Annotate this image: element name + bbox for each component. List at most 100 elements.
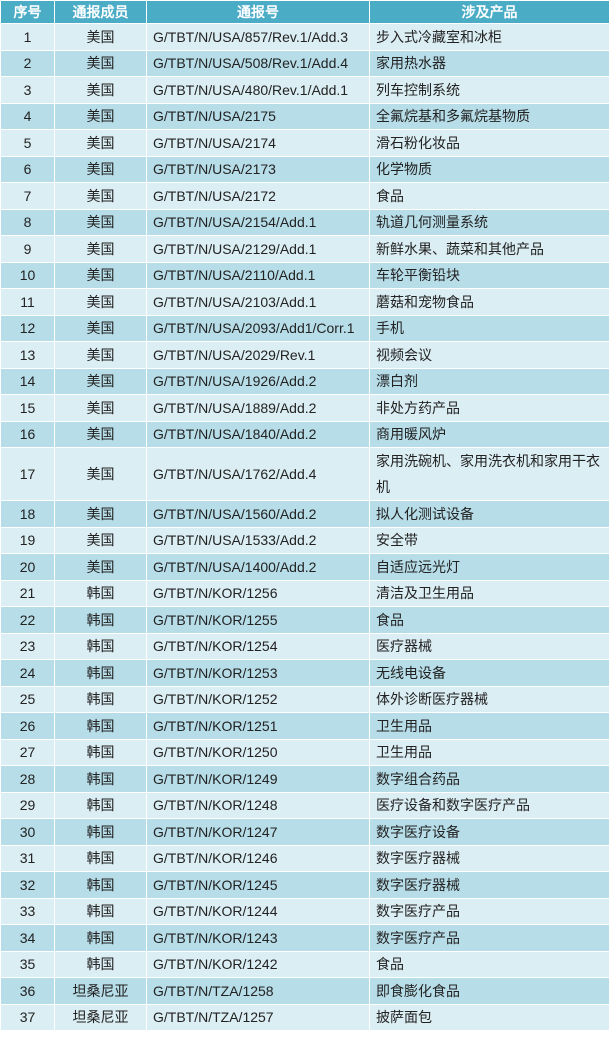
- cell-index: 25: [0, 685, 55, 713]
- cell-member: 美国: [54, 447, 147, 501]
- table-row: 30 韩国 G/TBT/N/KOR/1247 数字医疗设备: [0, 818, 610, 846]
- cell-product: 即食膨化食品: [369, 977, 610, 1005]
- cell-member: 美国: [54, 314, 147, 342]
- cell-member: 美国: [54, 420, 147, 448]
- table-row: 7 美国 G/TBT/N/USA/2172 食品: [0, 182, 610, 210]
- cell-member: 美国: [54, 500, 147, 528]
- cell-product: 数字医疗器械: [369, 871, 610, 899]
- cell-member: 韩国: [54, 871, 147, 899]
- cell-notification-no: G/TBT/N/KOR/1250: [146, 738, 370, 766]
- cell-index: 3: [0, 76, 55, 104]
- table-row: 8 美国 G/TBT/N/USA/2154/Add.1 轨道几何测量系统: [0, 208, 610, 236]
- cell-index: 30: [0, 818, 55, 846]
- notification-table: 序号 通报成员 通报号 涉及产品 1 美国 G/TBT/N/USA/857/Rev.…: [0, 0, 610, 1031]
- table-row: 10 美国 G/TBT/N/USA/2110/Add.1 车轮平衡铅块: [0, 261, 610, 289]
- cell-member: 美国: [54, 102, 147, 130]
- cell-notification-no: G/TBT/N/USA/2029/Rev.1: [146, 341, 370, 369]
- table-row: 36 坦桑尼亚 G/TBT/N/TZA/1258 即食膨化食品: [0, 977, 610, 1005]
- cell-member: 韩国: [54, 632, 147, 660]
- table-row: 15 美国 G/TBT/N/USA/1889/Add.2 非处方药产品: [0, 394, 610, 422]
- cell-index: 2: [0, 49, 55, 77]
- cell-notification-no: G/TBT/N/USA/1889/Add.2: [146, 394, 370, 422]
- cell-product: 医疗设备和数字医疗产品: [369, 791, 610, 819]
- cell-index: 29: [0, 791, 55, 819]
- cell-member: 美国: [54, 553, 147, 581]
- cell-member: 坦桑尼亚: [54, 977, 147, 1005]
- cell-notification-no: G/TBT/N/USA/2173: [146, 155, 370, 183]
- cell-index: 18: [0, 500, 55, 528]
- cell-index: 31: [0, 844, 55, 872]
- cell-member: 美国: [54, 49, 147, 77]
- table-row: 4 美国 G/TBT/N/USA/2175 全氟烷基和多氟烷基物质: [0, 102, 610, 130]
- cell-notification-no: G/TBT/N/KOR/1256: [146, 579, 370, 607]
- table-row: 26 韩国 G/TBT/N/KOR/1251 卫生用品: [0, 712, 610, 740]
- cell-member: 韩国: [54, 950, 147, 978]
- table-row: 11 美国 G/TBT/N/USA/2103/Add.1 蘑菇和宠物食品: [0, 288, 610, 316]
- cell-index: 16: [0, 420, 55, 448]
- table-row: 2 美国 G/TBT/N/USA/508/Rev.1/Add.4 家用热水器: [0, 49, 610, 77]
- cell-index: 1: [0, 23, 55, 51]
- table-row: 32 韩国 G/TBT/N/KOR/1245 数字医疗器械: [0, 871, 610, 899]
- cell-index: 13: [0, 341, 55, 369]
- cell-product: 漂白剂: [369, 367, 610, 395]
- cell-product: 步入式冷藏室和冰柜: [369, 23, 610, 51]
- cell-index: 15: [0, 394, 55, 422]
- cell-notification-no: G/TBT/N/KOR/1246: [146, 844, 370, 872]
- cell-notification-no: G/TBT/N/USA/1400/Add.2: [146, 553, 370, 581]
- cell-notification-no: G/TBT/N/KOR/1252: [146, 685, 370, 713]
- cell-index: 6: [0, 155, 55, 183]
- cell-index: 20: [0, 553, 55, 581]
- cell-product: 拟人化测试设备: [369, 500, 610, 528]
- cell-product: 无线电设备: [369, 659, 610, 687]
- header-notification-no: 通报号: [146, 0, 370, 24]
- cell-index: 5: [0, 129, 55, 157]
- cell-notification-no: G/TBT/N/KOR/1251: [146, 712, 370, 740]
- cell-member: 美国: [54, 23, 147, 51]
- table-row: 5 美国 G/TBT/N/USA/2174 滑石粉化妆品: [0, 129, 610, 157]
- cell-index: 22: [0, 606, 55, 634]
- cell-notification-no: G/TBT/N/USA/2129/Add.1: [146, 235, 370, 263]
- table-row: 3 美国 G/TBT/N/USA/480/Rev.1/Add.1 列车控制系统: [0, 76, 610, 104]
- table-row: 25 韩国 G/TBT/N/KOR/1252 体外诊断医疗器械: [0, 685, 610, 713]
- cell-notification-no: G/TBT/N/USA/2174: [146, 129, 370, 157]
- cell-notification-no: G/TBT/N/USA/2175: [146, 102, 370, 130]
- cell-index: 36: [0, 977, 55, 1005]
- cell-index: 11: [0, 288, 55, 316]
- cell-member: 美国: [54, 129, 147, 157]
- cell-notification-no: G/TBT/N/KOR/1242: [146, 950, 370, 978]
- cell-notification-no: G/TBT/N/KOR/1247: [146, 818, 370, 846]
- cell-notification-no: G/TBT/N/USA/2093/Add1/Corr.1: [146, 314, 370, 342]
- cell-notification-no: G/TBT/N/KOR/1248: [146, 791, 370, 819]
- cell-member: 美国: [54, 367, 147, 395]
- cell-member: 韩国: [54, 659, 147, 687]
- cell-member: 美国: [54, 76, 147, 104]
- cell-product: 数字组合药品: [369, 765, 610, 793]
- cell-product: 披萨面包: [369, 1003, 610, 1031]
- cell-notification-no: G/TBT/N/USA/1533/Add.2: [146, 526, 370, 554]
- cell-member: 韩国: [54, 606, 147, 634]
- table-row: 27 韩国 G/TBT/N/KOR/1250 卫生用品: [0, 738, 610, 766]
- table-row: 23 韩国 G/TBT/N/KOR/1254 医疗器械: [0, 632, 610, 660]
- header-row: 序号 通报成员 通报号 涉及产品: [0, 0, 610, 24]
- table-row: 31 韩国 G/TBT/N/KOR/1246 数字医疗器械: [0, 844, 610, 872]
- cell-product: 滑石粉化妆品: [369, 129, 610, 157]
- cell-member: 韩国: [54, 791, 147, 819]
- cell-member: 韩国: [54, 765, 147, 793]
- cell-product: 蘑菇和宠物食品: [369, 288, 610, 316]
- cell-index: 9: [0, 235, 55, 263]
- cell-index: 26: [0, 712, 55, 740]
- table-row: 14 美国 G/TBT/N/USA/1926/Add.2 漂白剂: [0, 367, 610, 395]
- cell-product: 数字医疗设备: [369, 818, 610, 846]
- cell-member: 美国: [54, 526, 147, 554]
- table-row: 18 美国 G/TBT/N/USA/1560/Add.2 拟人化测试设备: [0, 500, 610, 528]
- cell-member: 美国: [54, 182, 147, 210]
- cell-member: 韩国: [54, 818, 147, 846]
- cell-index: 23: [0, 632, 55, 660]
- cell-notification-no: G/TBT/N/USA/2172: [146, 182, 370, 210]
- cell-index: 4: [0, 102, 55, 130]
- cell-notification-no: G/TBT/N/USA/1926/Add.2: [146, 367, 370, 395]
- cell-index: 8: [0, 208, 55, 236]
- cell-member: 美国: [54, 155, 147, 183]
- cell-notification-no: G/TBT/N/USA/2110/Add.1: [146, 261, 370, 289]
- table-row: 24 韩国 G/TBT/N/KOR/1253 无线电设备: [0, 659, 610, 687]
